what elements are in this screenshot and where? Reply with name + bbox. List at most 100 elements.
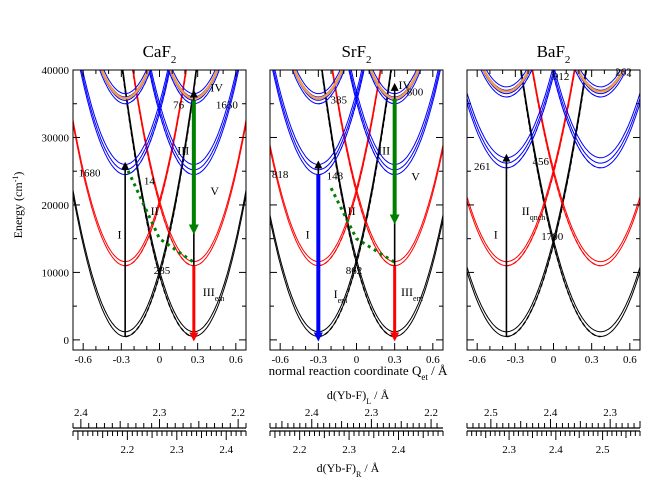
diabatic-blue-right [348, 70, 395, 176]
scale-label-bottom: 2.2 [293, 444, 307, 456]
diabatic-ground-left [318, 70, 393, 338]
energy-label: 285 [154, 265, 171, 277]
y-tick-label: 40000 [42, 65, 70, 77]
plot-area [73, 70, 246, 342]
upper-blue-curve [368, 70, 422, 105]
orange-band-curve [369, 70, 420, 100]
distance-scale-0: 2.4 2.3 2.2 2.2 2.3 2.4 [72, 407, 247, 456]
distance-scales: 2.4 2.3 2.22.2 2.3 2.42.4 2.3 2.22.2 2.3 2.42.5 2… [72, 407, 641, 456]
y-tick-label: 0 [64, 335, 70, 347]
blue-well-curve [554, 70, 640, 159]
panel-frame [269, 69, 444, 351]
x-tick-label: 0 [354, 354, 360, 366]
scale-label-top: 2.5 [484, 407, 498, 419]
state-label: I [494, 228, 498, 242]
upper-blue-curve [482, 70, 531, 95]
y-tick-label: 20000 [42, 200, 70, 212]
blue-well-curve [150, 70, 237, 166]
green-path [123, 163, 195, 264]
x-tick-label: 0 [551, 354, 557, 366]
diabatic-upper-left [125, 70, 152, 105]
x-tick-label: -0.3 [113, 354, 131, 366]
energy-label: 14 [144, 176, 156, 188]
red-well-curve [467, 70, 576, 267]
energy-label: 912 [553, 71, 570, 83]
state-label: V [411, 170, 420, 184]
ground-well-curve [321, 70, 443, 333]
state-label: I [306, 228, 310, 242]
green-path [329, 187, 396, 264]
state-label: V [210, 184, 219, 198]
energy-label: 1700 [541, 231, 564, 243]
upper-blue-curve [480, 70, 533, 98]
diabatic-ground-right [519, 70, 601, 338]
y-tick-label: 30000 [42, 132, 70, 144]
x-tick-label: -0.3 [310, 354, 328, 366]
diabatic-upper-right [167, 70, 194, 105]
x-axis-label: normal reaction coordinate Qet / Å [269, 363, 448, 382]
diabatic-blue-left [318, 70, 365, 176]
scale-label-top: 2.4 [74, 407, 88, 419]
top-scale-label: d(Yb-F)L / Å [327, 388, 390, 406]
x-tick-label: -0.6 [468, 354, 486, 366]
diabatic-ground-left [125, 70, 198, 338]
x-tick-label: 0.3 [585, 354, 599, 366]
state-label: II [151, 204, 159, 218]
x-tick-label: 0.6 [426, 354, 440, 366]
blue-well-curve [467, 70, 553, 159]
y-tick-label: 10000 [42, 267, 70, 279]
scale-label-bottom: 2.2 [120, 444, 134, 456]
red-well-curve [270, 70, 382, 267]
state-label: II [348, 204, 356, 218]
x-tick-label: 0.3 [191, 354, 205, 366]
distance-scale-2: 2.5 2.4 2.3 2.3 2.4 2.5 [466, 407, 641, 456]
upper-blue-curve [485, 70, 528, 88]
diabatic-red-right [131, 70, 194, 267]
upper-blue-curve [167, 70, 220, 105]
bottom-scale-label: d(Yb-F)R / Å [317, 461, 380, 479]
scale-label-top: 2.2 [424, 407, 438, 419]
state-label: Iem [334, 287, 349, 305]
red-well-curve [331, 70, 443, 267]
energy-label: 456 [533, 156, 550, 168]
energy-label: 385 [330, 95, 347, 107]
diabatic-blue-left [506, 70, 556, 169]
energy-label: 1650 [216, 99, 239, 111]
state-label: III [378, 143, 390, 157]
scale-label-bottom: 2.4 [392, 444, 406, 456]
x-tick-label: -0.3 [507, 354, 525, 366]
state-label: IIqnch [522, 204, 546, 222]
red-well-curve [270, 70, 381, 263]
red-well-curve [531, 70, 640, 267]
orange-band-curve [482, 70, 531, 93]
x-tick-label: 0.6 [229, 354, 243, 366]
energy-label: 148 [327, 170, 344, 182]
upper-blue-curve [296, 70, 341, 95]
energy-label: 76 [173, 99, 185, 111]
scale-label-bottom: 2.3 [342, 444, 356, 456]
y-axis-label: Energy (cm-1) [11, 172, 26, 239]
ground-well-curve [122, 70, 246, 333]
diabatic-red-left [125, 70, 188, 267]
state-label: IV [210, 81, 223, 95]
scale-label-top: 2.4 [305, 407, 319, 419]
energy-label: 862 [346, 265, 363, 277]
blue-well-curve [149, 70, 239, 171]
diabatic-upper-left [318, 70, 345, 105]
x-tick-label: 0.3 [388, 354, 402, 366]
scale-label-top: 2.3 [153, 407, 167, 419]
panel-title: CaF2 [143, 42, 177, 66]
scale-label-bottom: 2.4 [219, 444, 233, 456]
ground-well-curve [520, 70, 640, 333]
x-tick-label: -0.6 [74, 354, 92, 366]
x-tick-label: 0.6 [623, 354, 637, 366]
scale-label-bottom: 2.3 [170, 444, 184, 456]
scale-label-top: 2.4 [544, 407, 558, 419]
upper-blue-curve [574, 70, 627, 98]
diabatic-upper-left [506, 70, 533, 98]
orange-band-curve [576, 70, 625, 93]
diabatic-red-right [531, 70, 601, 267]
